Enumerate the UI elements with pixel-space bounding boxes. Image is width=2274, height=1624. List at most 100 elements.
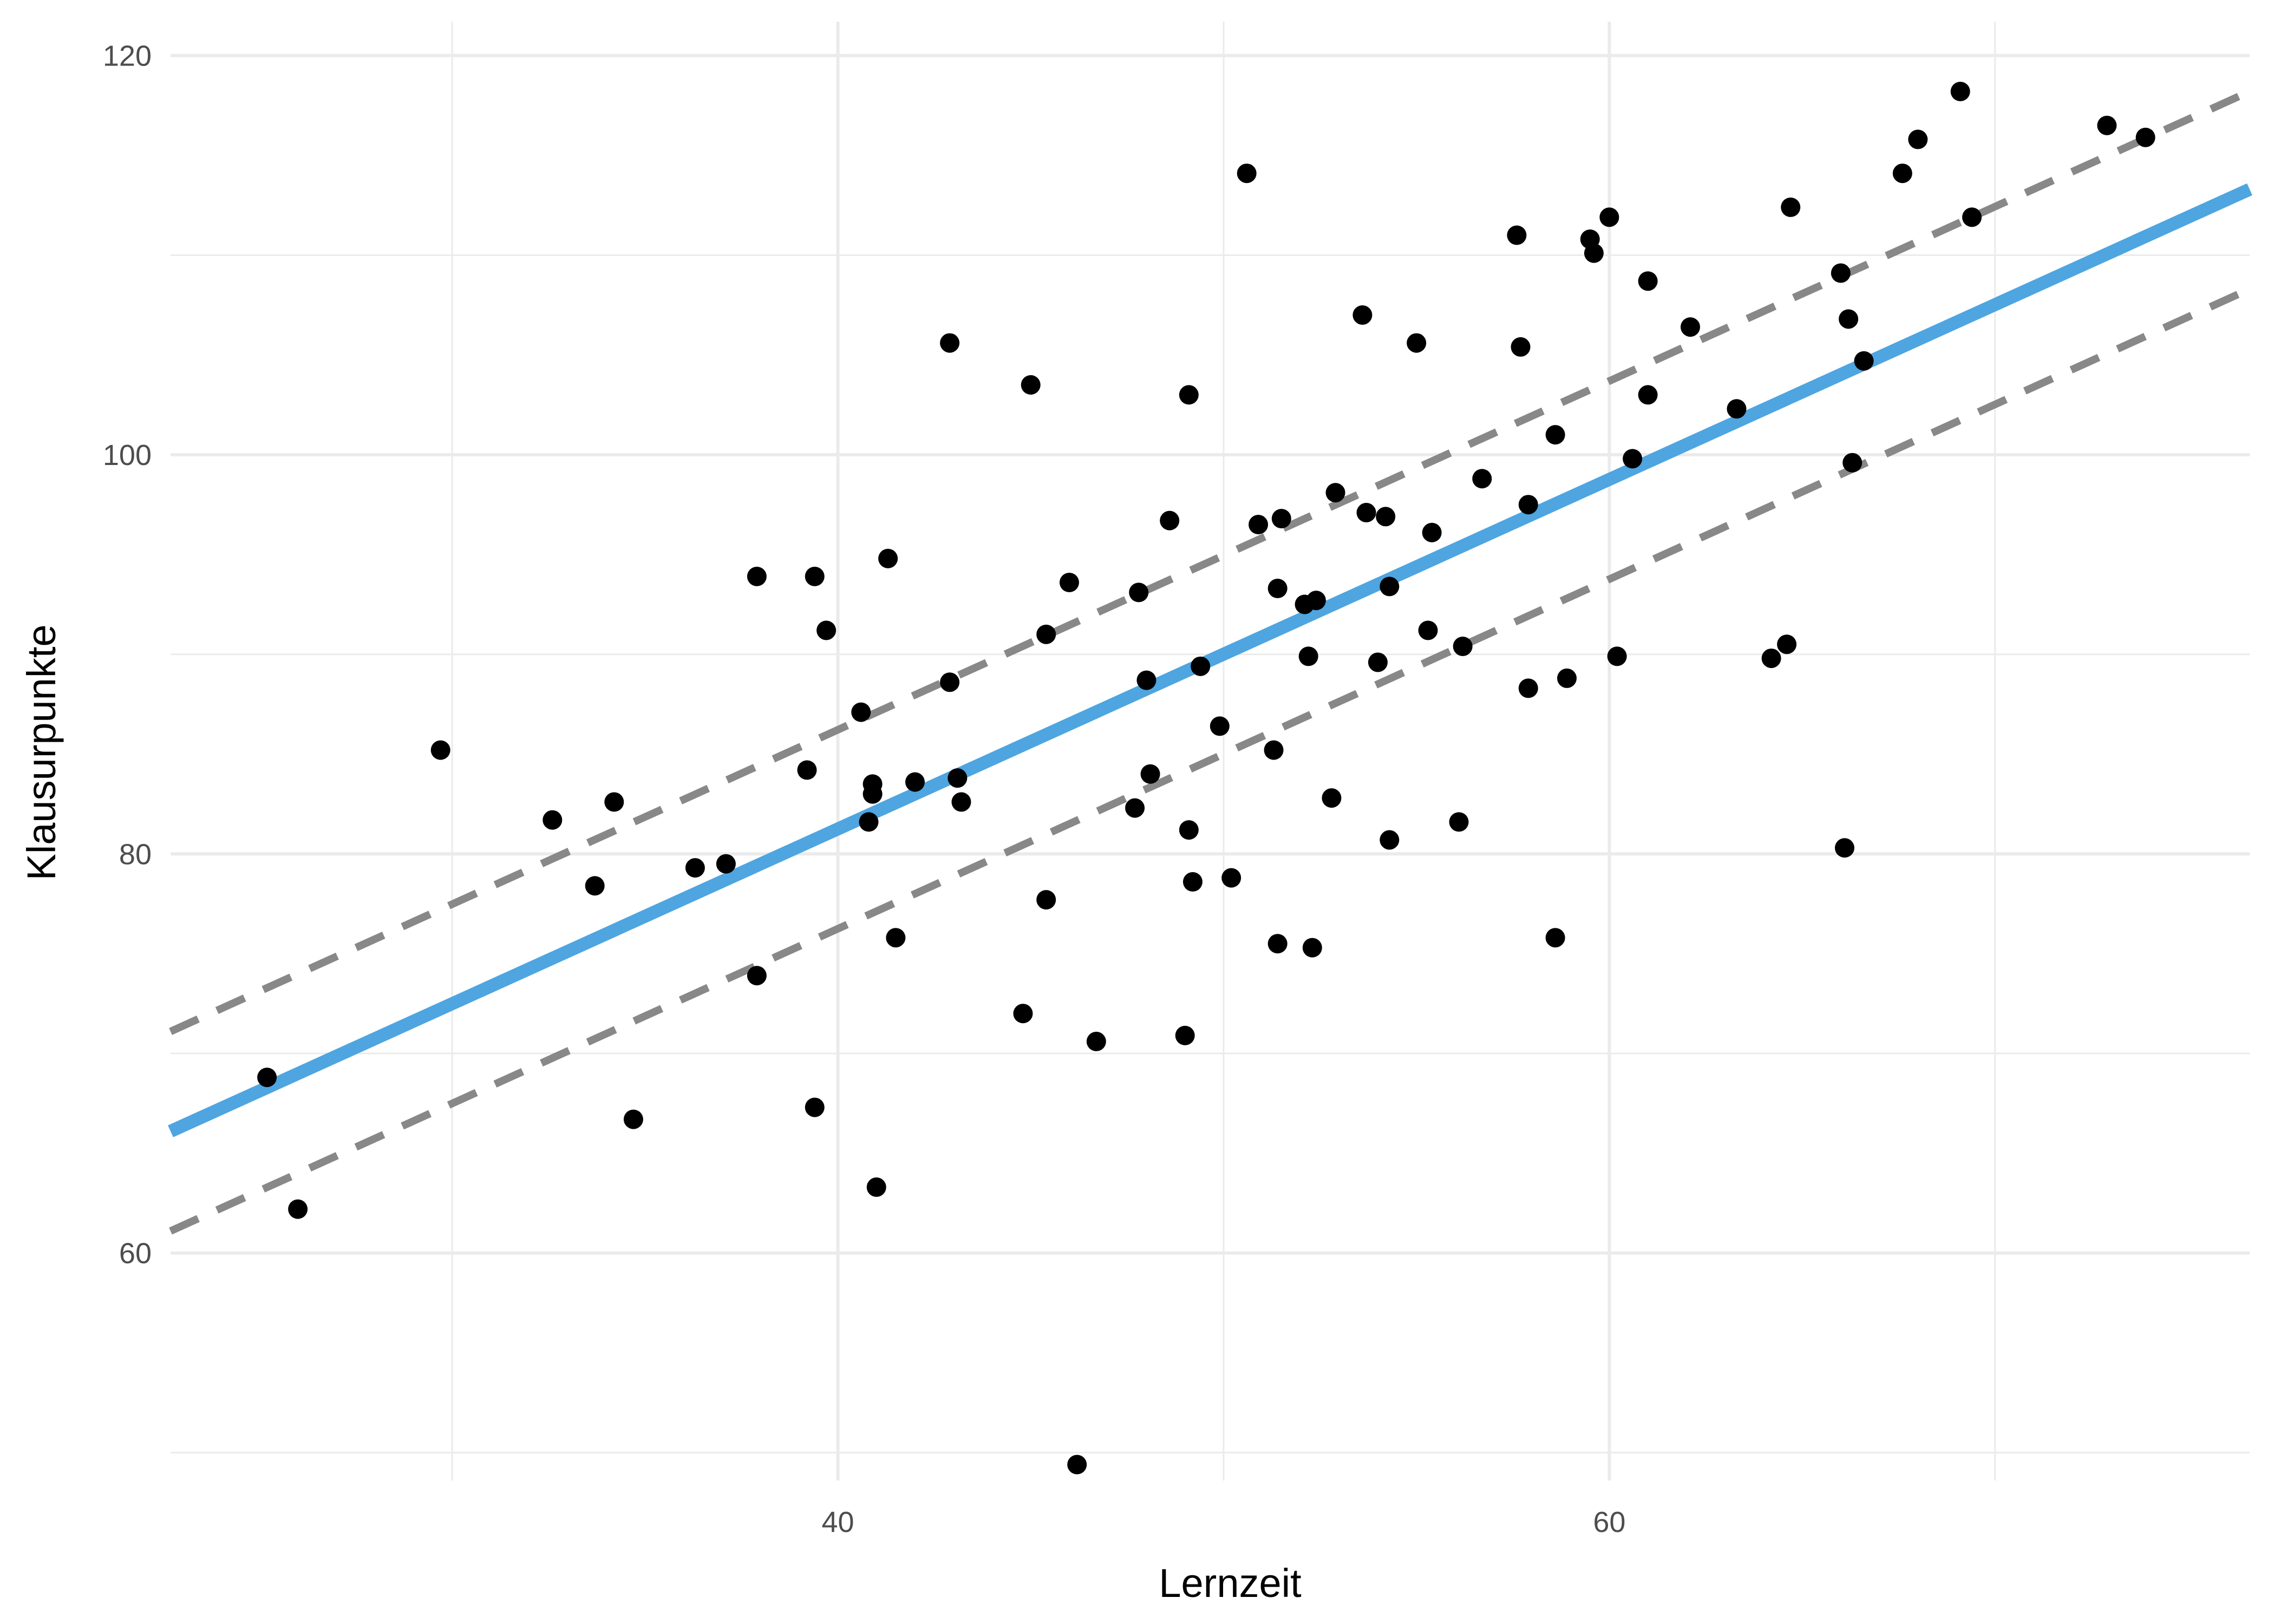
data-point — [1368, 652, 1388, 672]
y-tick-label: 60 — [119, 1237, 152, 1270]
data-point — [1507, 225, 1527, 245]
data-point — [1352, 305, 1373, 325]
data-point — [1179, 385, 1199, 405]
data-point — [805, 1097, 825, 1117]
data-point — [716, 854, 736, 874]
data-point — [1472, 469, 1492, 489]
data-point — [1950, 82, 1970, 102]
data-point — [1584, 243, 1604, 263]
data-point — [1221, 868, 1241, 888]
data-point — [1380, 830, 1400, 850]
data-point — [1136, 670, 1156, 690]
data-point — [1834, 838, 1854, 858]
data-point — [862, 784, 883, 804]
data-point — [948, 768, 968, 788]
data-point — [1638, 271, 1658, 291]
data-point — [1842, 453, 1863, 473]
data-point — [430, 740, 450, 760]
prediction-interval-line — [169, 88, 2251, 1035]
data-point — [1376, 507, 1396, 527]
data-point — [1761, 649, 1781, 669]
y-tick-label: 80 — [119, 838, 152, 870]
data-point — [1013, 1004, 1033, 1024]
data-point — [1249, 515, 1269, 535]
data-point — [1407, 333, 1427, 353]
regression-lines — [168, 88, 2252, 1235]
data-point — [1727, 399, 1747, 419]
data-point — [1179, 820, 1199, 840]
data-point — [1356, 502, 1376, 522]
data-point — [1380, 577, 1400, 597]
data-point — [2097, 115, 2117, 135]
data-point — [1325, 483, 1345, 503]
data-point — [1518, 678, 1538, 698]
data-point — [1557, 668, 1577, 688]
data-point — [1322, 788, 1342, 808]
data-point — [1623, 449, 1643, 469]
data-point — [1086, 1031, 1106, 1051]
y-tick-label: 120 — [103, 40, 152, 73]
data-point — [747, 566, 767, 586]
data-point — [1036, 624, 1056, 644]
data-point — [1306, 591, 1326, 611]
data-point — [1125, 798, 1145, 818]
data-point — [866, 1177, 886, 1197]
data-point — [1129, 582, 1149, 603]
data-point — [878, 548, 898, 568]
data-point — [543, 810, 563, 830]
data-point — [940, 672, 960, 692]
data-point — [1302, 938, 1322, 958]
prediction-interval-line — [169, 285, 2251, 1235]
data-point — [1036, 890, 1056, 910]
x-tick-label: 40 — [821, 1506, 854, 1538]
data-point — [1175, 1025, 1195, 1045]
data-point — [623, 1109, 643, 1129]
tick-labels: 40 60 60 80 100 120 — [103, 40, 1626, 1538]
data-point — [1638, 385, 1658, 405]
data-point — [1160, 510, 1180, 531]
data-point — [1962, 207, 1982, 227]
x-axis-title: Lernzeit — [1159, 1561, 1302, 1606]
data-point — [1831, 263, 1851, 283]
data-point — [951, 792, 971, 812]
data-point — [257, 1068, 277, 1088]
data-point — [1892, 163, 1912, 184]
data-point — [905, 772, 925, 792]
data-point — [1237, 163, 1257, 184]
data-point — [1839, 309, 1859, 329]
data-point — [1140, 764, 1160, 784]
data-point — [851, 702, 871, 722]
data-point — [1059, 572, 1079, 592]
data-point — [1854, 351, 1874, 371]
data-point — [1680, 317, 1700, 337]
data-point — [859, 812, 879, 832]
data-point — [747, 966, 767, 986]
data-point — [1908, 129, 1928, 149]
data-point — [1545, 928, 1565, 948]
data-point — [1191, 656, 1211, 676]
data-point — [940, 333, 960, 353]
data-point — [816, 620, 837, 640]
data-point — [1449, 812, 1469, 832]
data-point — [886, 928, 906, 948]
data-point — [685, 858, 705, 878]
data-point — [1511, 337, 1531, 357]
data-point — [1210, 716, 1230, 736]
data-point — [1599, 207, 1619, 227]
data-point — [288, 1199, 308, 1219]
data-points — [257, 82, 2155, 1475]
data-point — [1271, 508, 1291, 528]
data-point — [2135, 127, 2155, 147]
data-point — [1182, 872, 1203, 892]
data-point — [585, 876, 605, 896]
data-point — [1607, 646, 1627, 666]
data-point — [1545, 425, 1565, 445]
data-point — [1267, 934, 1288, 954]
data-point — [1518, 495, 1538, 515]
data-point — [1067, 1455, 1087, 1475]
data-point — [1267, 579, 1288, 599]
data-point — [797, 760, 817, 780]
grid-lines — [171, 22, 2250, 1481]
data-point — [1264, 740, 1284, 760]
